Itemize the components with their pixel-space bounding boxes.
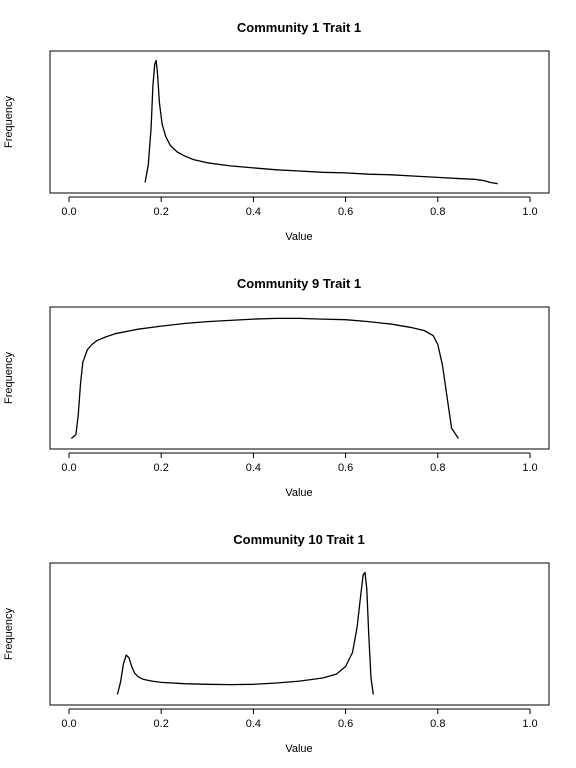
x-axis-label: Value (285, 743, 312, 755)
x-axis-label: Value (285, 487, 312, 499)
density-line (70, 317, 460, 439)
x-tick-label: 0.8 (430, 462, 445, 474)
panel-title: Community 1 Trait 1 (237, 20, 361, 35)
density-line (144, 59, 498, 185)
x-tick-label: 0.6 (338, 206, 353, 218)
x-tick-label: 0.6 (338, 462, 353, 474)
density-line (116, 571, 374, 695)
x-tick-label: 1.0 (522, 206, 537, 218)
x-axis-ticks: 0.0 0.2 0.4 0.6 0.8 1.0 (61, 708, 538, 730)
x-tick-label: 1.0 (522, 718, 537, 730)
panel-community-10-trait-1: Community 10 Trait 1 Value Frequency 0.0… (3, 532, 550, 755)
x-tick-label: 0.2 (154, 462, 169, 474)
y-axis-label: Frequency (3, 96, 15, 148)
panel-title: Community 10 Trait 1 (233, 532, 364, 547)
x-tick-label: 0.0 (61, 206, 76, 218)
y-axis-label: Frequency (3, 608, 15, 660)
x-tick-label: 0.8 (430, 718, 445, 730)
x-axis-ticks: 0.0 0.2 0.4 0.6 0.8 1.0 (61, 196, 538, 218)
panel-community-9-trait-1: Community 9 Trait 1 Value Frequency 0.0 0… (3, 276, 550, 499)
plot-frame (49, 562, 550, 706)
x-tick-label: 0.6 (338, 718, 353, 730)
x-tick-label: 0.8 (430, 206, 445, 218)
x-tick-label: 0.4 (246, 462, 261, 474)
plot-frame (49, 50, 550, 194)
x-tick-label: 0.0 (61, 718, 76, 730)
x-tick-label: 0.2 (154, 206, 169, 218)
panel-community-1-trait-1: Community 1 Trait 1 Value Frequency 0.0 0… (3, 20, 550, 243)
plot-frame (49, 306, 550, 450)
panel-title: Community 9 Trait 1 (237, 276, 361, 291)
x-axis-label: Value (285, 231, 312, 243)
y-axis-label: Frequency (3, 352, 15, 404)
x-tick-label: 0.4 (246, 206, 261, 218)
x-tick-label: 0.4 (246, 718, 261, 730)
x-tick-label: 0.0 (61, 462, 76, 474)
x-tick-label: 1.0 (522, 462, 537, 474)
x-axis-ticks: 0.0 0.2 0.4 0.6 0.8 1.0 (61, 452, 538, 474)
x-tick-label: 0.2 (154, 718, 169, 730)
